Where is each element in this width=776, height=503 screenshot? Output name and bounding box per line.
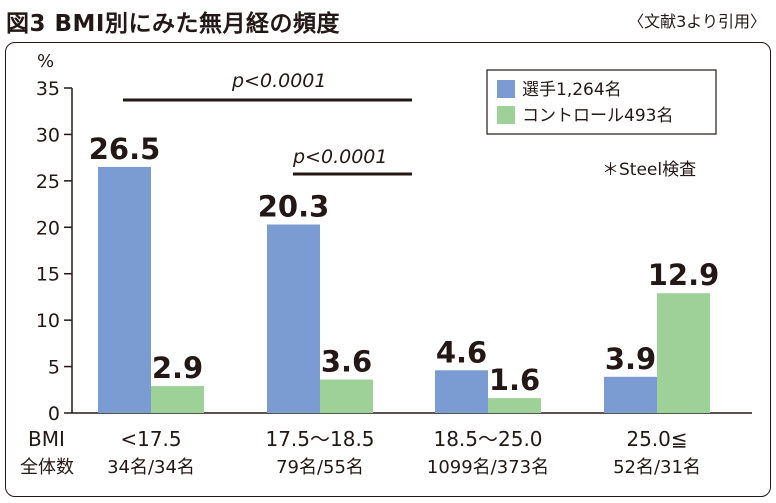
test-note: ＊Steel検査 — [602, 160, 696, 180]
x-count-label: 34名/34名 — [107, 457, 195, 478]
bar-value-label: 26.5 — [89, 132, 161, 166]
y-tick-label: 20 — [36, 217, 60, 239]
y-tick-label: 5 — [48, 357, 60, 379]
y-axis-ticks: 0 5 10 15 20 25 30 35 — [36, 78, 72, 425]
x-count-label: 52名/31名 — [613, 457, 701, 478]
bar-control — [151, 386, 204, 413]
bar-value-label: 3.6 — [321, 345, 372, 379]
y-tick-label: 30 — [36, 124, 60, 146]
x-category-label: <17.5 — [120, 427, 181, 451]
bar-value-label: 3.9 — [605, 342, 656, 376]
figure-title: 図3 BMI別にみた無月経の頻度 — [6, 11, 340, 37]
chart-border — [5, 42, 771, 497]
legend-swatch-athletes — [497, 80, 515, 98]
y-tick-label: 35 — [36, 78, 60, 100]
source-citation: 〈文献3より引用〉 — [628, 12, 766, 31]
bar-value-label: 4.6 — [436, 335, 487, 369]
bar-athletes — [604, 376, 657, 413]
bar-control — [488, 398, 541, 413]
bar-value-label: 2.9 — [152, 351, 203, 385]
x-category-label: 25.0≦ — [626, 427, 687, 451]
bar-athletes — [98, 166, 151, 413]
y-axis-unit-label: % — [37, 51, 54, 72]
y-tick-label: 15 — [36, 264, 60, 286]
legend-label-athletes: 選手1,264名 — [522, 80, 622, 100]
x-category-label: 18.5〜25.0 — [433, 427, 542, 451]
bar-value-label: 12.9 — [648, 258, 720, 292]
y-tick-label: 25 — [36, 171, 60, 193]
x-category-label: 17.5〜18.5 — [265, 427, 374, 451]
legend-box — [486, 69, 717, 135]
y-tick-label: 10 — [36, 310, 60, 332]
y-tick-label: 0 — [48, 403, 60, 425]
x-axis-labels: <17.5 34名/34名 17.5〜18.5 79名/55名 18.5〜25.0 109… — [107, 427, 701, 478]
bars-group: 26.5 2.9 20.3 3.6 4.61.6 3.9 12.9 — [89, 132, 720, 413]
x-count-label: 79名/55名 — [276, 457, 364, 478]
bar-control — [320, 379, 373, 413]
bmi-row-label: BMI — [28, 427, 65, 451]
bar-athletes — [267, 224, 320, 413]
legend-label-control: コントロール493名 — [522, 106, 673, 126]
significance-label-1: p<0.0001 — [231, 70, 326, 92]
bar-value-label: 1.6 — [489, 363, 540, 397]
bar-control — [657, 293, 710, 413]
bar-athletes — [435, 370, 488, 413]
bar-value-label: 20.3 — [258, 190, 330, 224]
legend-swatch-control — [497, 106, 515, 124]
x-count-label: 1099名/373名 — [427, 457, 549, 478]
significance-label-2: p<0.0001 — [292, 146, 387, 168]
count-row-label: 全体数 — [20, 457, 74, 478]
